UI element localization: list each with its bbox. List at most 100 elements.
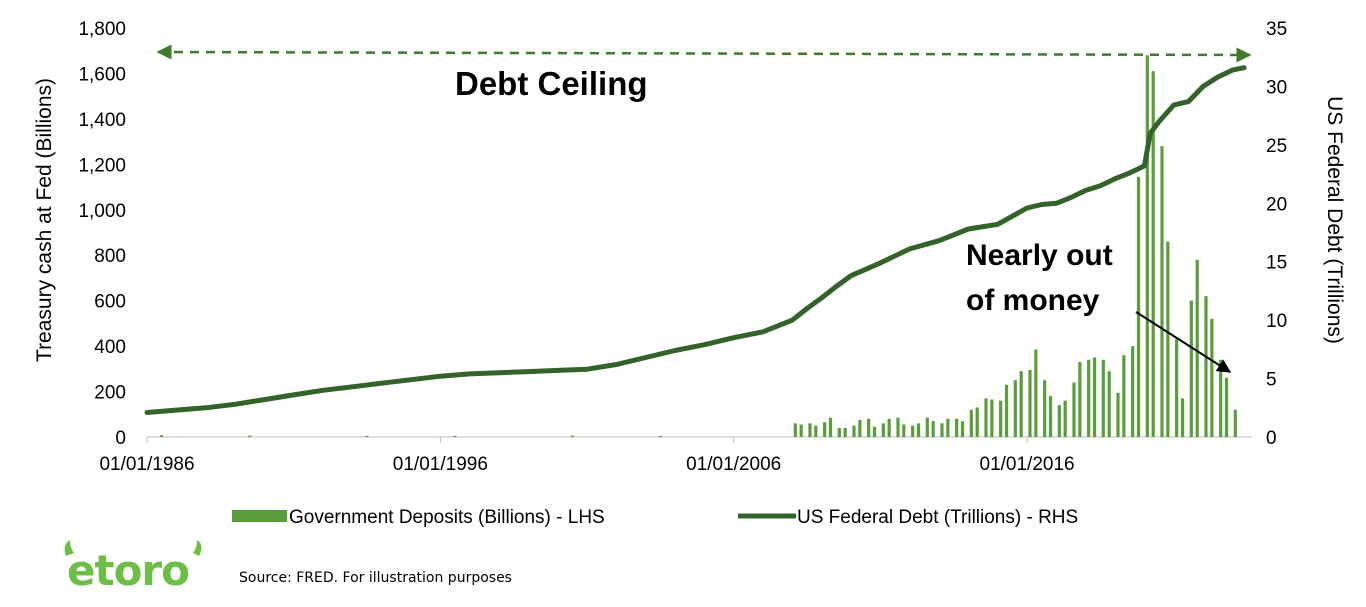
left-tick-label: 800 — [94, 246, 126, 267]
left-tick-label: 200 — [94, 383, 126, 404]
left-tick-label: 0 — [115, 428, 126, 449]
deposit-bar — [990, 399, 994, 437]
deposit-bar — [1210, 318, 1214, 437]
right-tick-label: 15 — [1266, 253, 1287, 274]
deposit-bar — [931, 421, 935, 437]
deposit-bar — [940, 423, 944, 437]
deposit-bar — [1072, 382, 1076, 437]
deposit-bar — [658, 435, 662, 437]
deposit-bar — [843, 427, 847, 437]
deposit-bar — [1004, 384, 1009, 437]
deposit-bar — [1122, 355, 1126, 437]
x-tick-label: 01/01/2016 — [980, 454, 1075, 475]
deposit-bar — [1116, 392, 1120, 437]
deposit-bar — [1189, 300, 1193, 437]
right-tick-label: 35 — [1266, 19, 1287, 40]
deposit-bar — [1151, 71, 1155, 437]
deposit-bar — [1204, 296, 1208, 437]
deposit-bar — [1087, 359, 1091, 437]
deposit-bar — [1013, 380, 1017, 437]
deposit-bar — [808, 423, 812, 437]
deposit-bar — [1180, 398, 1185, 437]
deposit-bar — [867, 418, 871, 437]
deposit-bar — [1107, 371, 1111, 437]
legend-bar-label: Government Deposits (Billions) - LHS — [289, 507, 605, 528]
left-tick-label: 1,000 — [78, 201, 126, 222]
deposit-bar — [969, 409, 973, 437]
deposit-bar — [793, 423, 797, 437]
deposit-bar — [837, 427, 841, 437]
etoro-logo: etoro — [64, 540, 202, 595]
deposit-bar — [960, 421, 965, 437]
right-tick-label: 25 — [1266, 136, 1287, 157]
deposit-bar — [823, 422, 827, 437]
left-tick-label: 1,600 — [78, 64, 126, 85]
deposit-bar — [852, 425, 856, 437]
deposit-bar — [1048, 396, 1053, 437]
x-axis-ticks: 01/01/1986 01/01/1996 01/01/2006 01/01/2016 — [99, 437, 1075, 475]
deposit-bar — [828, 417, 833, 437]
nearly-out-label-line1: Nearly out — [966, 239, 1113, 272]
deposit-bar — [1028, 369, 1032, 437]
deposit-bar — [1136, 176, 1141, 437]
deposit-bar — [881, 423, 885, 437]
deposit-bar — [1043, 380, 1047, 437]
source-note: Source: FRED. For illustration purposes — [239, 570, 512, 586]
deposit-bar — [1145, 55, 1149, 438]
left-axis-title: Treasury cash at Fed (Billions) — [33, 78, 56, 362]
deposits-bars — [160, 55, 1237, 438]
deposit-bar — [984, 398, 988, 437]
deposit-bar — [1175, 339, 1179, 437]
deposit-bar — [1034, 349, 1038, 437]
deposit-bar — [1019, 371, 1023, 437]
deposit-bar — [1166, 241, 1170, 437]
federal-debt-line — [144, 65, 1247, 415]
deposit-bar — [1131, 346, 1135, 437]
right-tick-label: 5 — [1266, 370, 1277, 391]
left-tick-label: 400 — [94, 337, 126, 358]
right-axis-title: US Federal Debt (Trillions) — [1323, 96, 1346, 344]
legend-bar-swatch — [232, 510, 287, 522]
deposit-bar — [872, 426, 877, 437]
legend-line-label: US Federal Debt (Trillions) - RHS — [797, 507, 1078, 528]
deposit-bar — [916, 423, 921, 437]
deposit-bar — [1219, 359, 1223, 437]
left-axis-ticks: 0 200 400 600 800 1,000 1,200 1,400 1,600 1,800 — [78, 19, 126, 449]
deposit-bar — [1057, 405, 1061, 437]
deposit-bar — [975, 407, 979, 437]
debt-ceiling-label: Debt Ceiling — [455, 65, 648, 102]
right-tick-label: 0 — [1266, 428, 1277, 449]
deposit-bar — [814, 425, 818, 437]
deposit-bar — [248, 435, 252, 437]
deposit-bar — [799, 424, 803, 437]
deposit-bar — [453, 435, 457, 437]
deposit-bar — [1224, 377, 1229, 437]
deposit-bar — [160, 435, 164, 437]
deposit-bar — [858, 419, 862, 437]
deposit-bar — [896, 417, 900, 437]
deposit-bar — [1160, 146, 1164, 437]
right-tick-label: 10 — [1266, 311, 1287, 332]
right-axis-ticks: 0 5 10 15 20 25 30 35 — [1266, 19, 1287, 449]
deposit-bar — [1078, 362, 1082, 437]
left-tick-label: 1,400 — [78, 110, 126, 131]
deposit-bar — [925, 417, 929, 437]
x-tick-label: 01/01/1986 — [99, 454, 194, 475]
deposit-bar — [570, 435, 574, 437]
deposit-bar — [1195, 259, 1199, 437]
debt-ceiling-arrow — [156, 44, 1252, 63]
deposit-bar — [946, 418, 950, 437]
left-tick-label: 1,200 — [78, 155, 126, 176]
deposit-bar — [1092, 357, 1097, 437]
left-tick-label: 600 — [94, 292, 126, 313]
deposit-bar — [999, 400, 1003, 437]
deposit-bar — [955, 418, 959, 437]
deposit-bar — [365, 435, 369, 437]
nearly-out-arrow — [1135, 311, 1232, 373]
left-tick-label: 1,800 — [78, 19, 126, 40]
x-tick-label: 01/01/2006 — [686, 454, 781, 475]
right-tick-label: 30 — [1266, 77, 1287, 98]
deposit-bar — [911, 425, 915, 437]
deposit-bar — [902, 424, 906, 437]
